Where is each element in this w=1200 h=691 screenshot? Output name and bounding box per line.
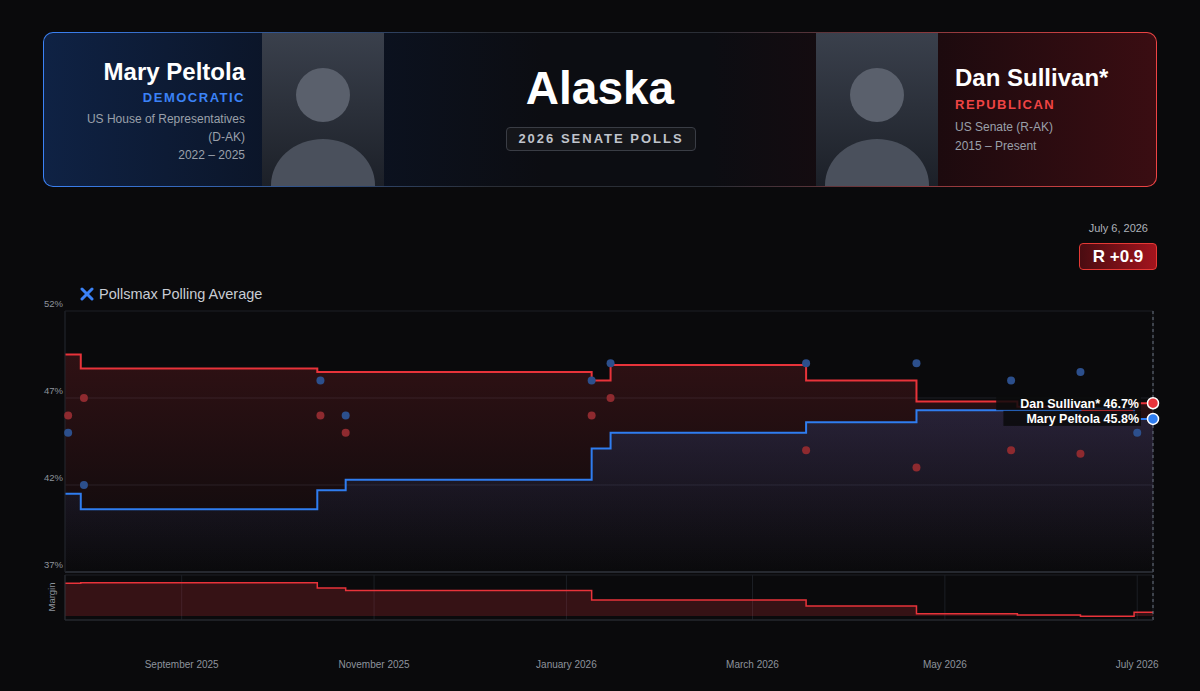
svg-text:Dan Sullivan* 46.7%: Dan Sullivan* 46.7% bbox=[1020, 397, 1139, 411]
html-text:Alaska: Alaska bbox=[525, 62, 675, 114]
svg-text:July 2026: July 2026 bbox=[1116, 659, 1159, 670]
svg-text:52%: 52% bbox=[44, 298, 64, 309]
html-text:July 6, 2026: July 6, 2026 bbox=[1088, 222, 1148, 234]
html-text:2026 SENATE POLLS: 2026 SENATE POLLS bbox=[518, 131, 684, 146]
html-text:Margin: Margin bbox=[46, 582, 57, 612]
html-text:DEMOCRATIC: DEMOCRATIC bbox=[142, 90, 245, 105]
svg-text:42%: 42% bbox=[44, 472, 64, 483]
html-text:2015 – Present: 2015 – Present bbox=[955, 139, 1037, 153]
html-text:REPUBLICAN: REPUBLICAN bbox=[955, 97, 1056, 112]
svg-text:May 2026: May 2026 bbox=[923, 659, 967, 670]
html-text:Mary Peltola: Mary Peltola bbox=[103, 58, 245, 85]
html-text:R +0.9: R +0.9 bbox=[1092, 247, 1144, 266]
html-text:US Senate (R-AK): US Senate (R-AK) bbox=[955, 120, 1053, 134]
html-text:2022 – 2025: 2022 – 2025 bbox=[178, 148, 245, 162]
html-text:Dan Sullivan*: Dan Sullivan* bbox=[955, 64, 1109, 91]
svg-text:November 2025: November 2025 bbox=[338, 659, 410, 670]
svg-text:September 2025: September 2025 bbox=[145, 659, 219, 670]
svg-text:January 2026: January 2026 bbox=[536, 659, 597, 670]
html-text:US House of Representatives: US House of Representatives bbox=[86, 112, 245, 126]
html-text:Pollsmax Polling Average: Pollsmax Polling Average bbox=[99, 286, 263, 302]
svg-text:March 2026: March 2026 bbox=[726, 659, 779, 670]
html-text:(D-AK): (D-AK) bbox=[208, 130, 245, 144]
svg-text:Mary Peltola 45.8%: Mary Peltola 45.8% bbox=[1026, 412, 1139, 426]
svg-text:47%: 47% bbox=[44, 385, 64, 396]
svg-text:37%: 37% bbox=[44, 559, 64, 570]
